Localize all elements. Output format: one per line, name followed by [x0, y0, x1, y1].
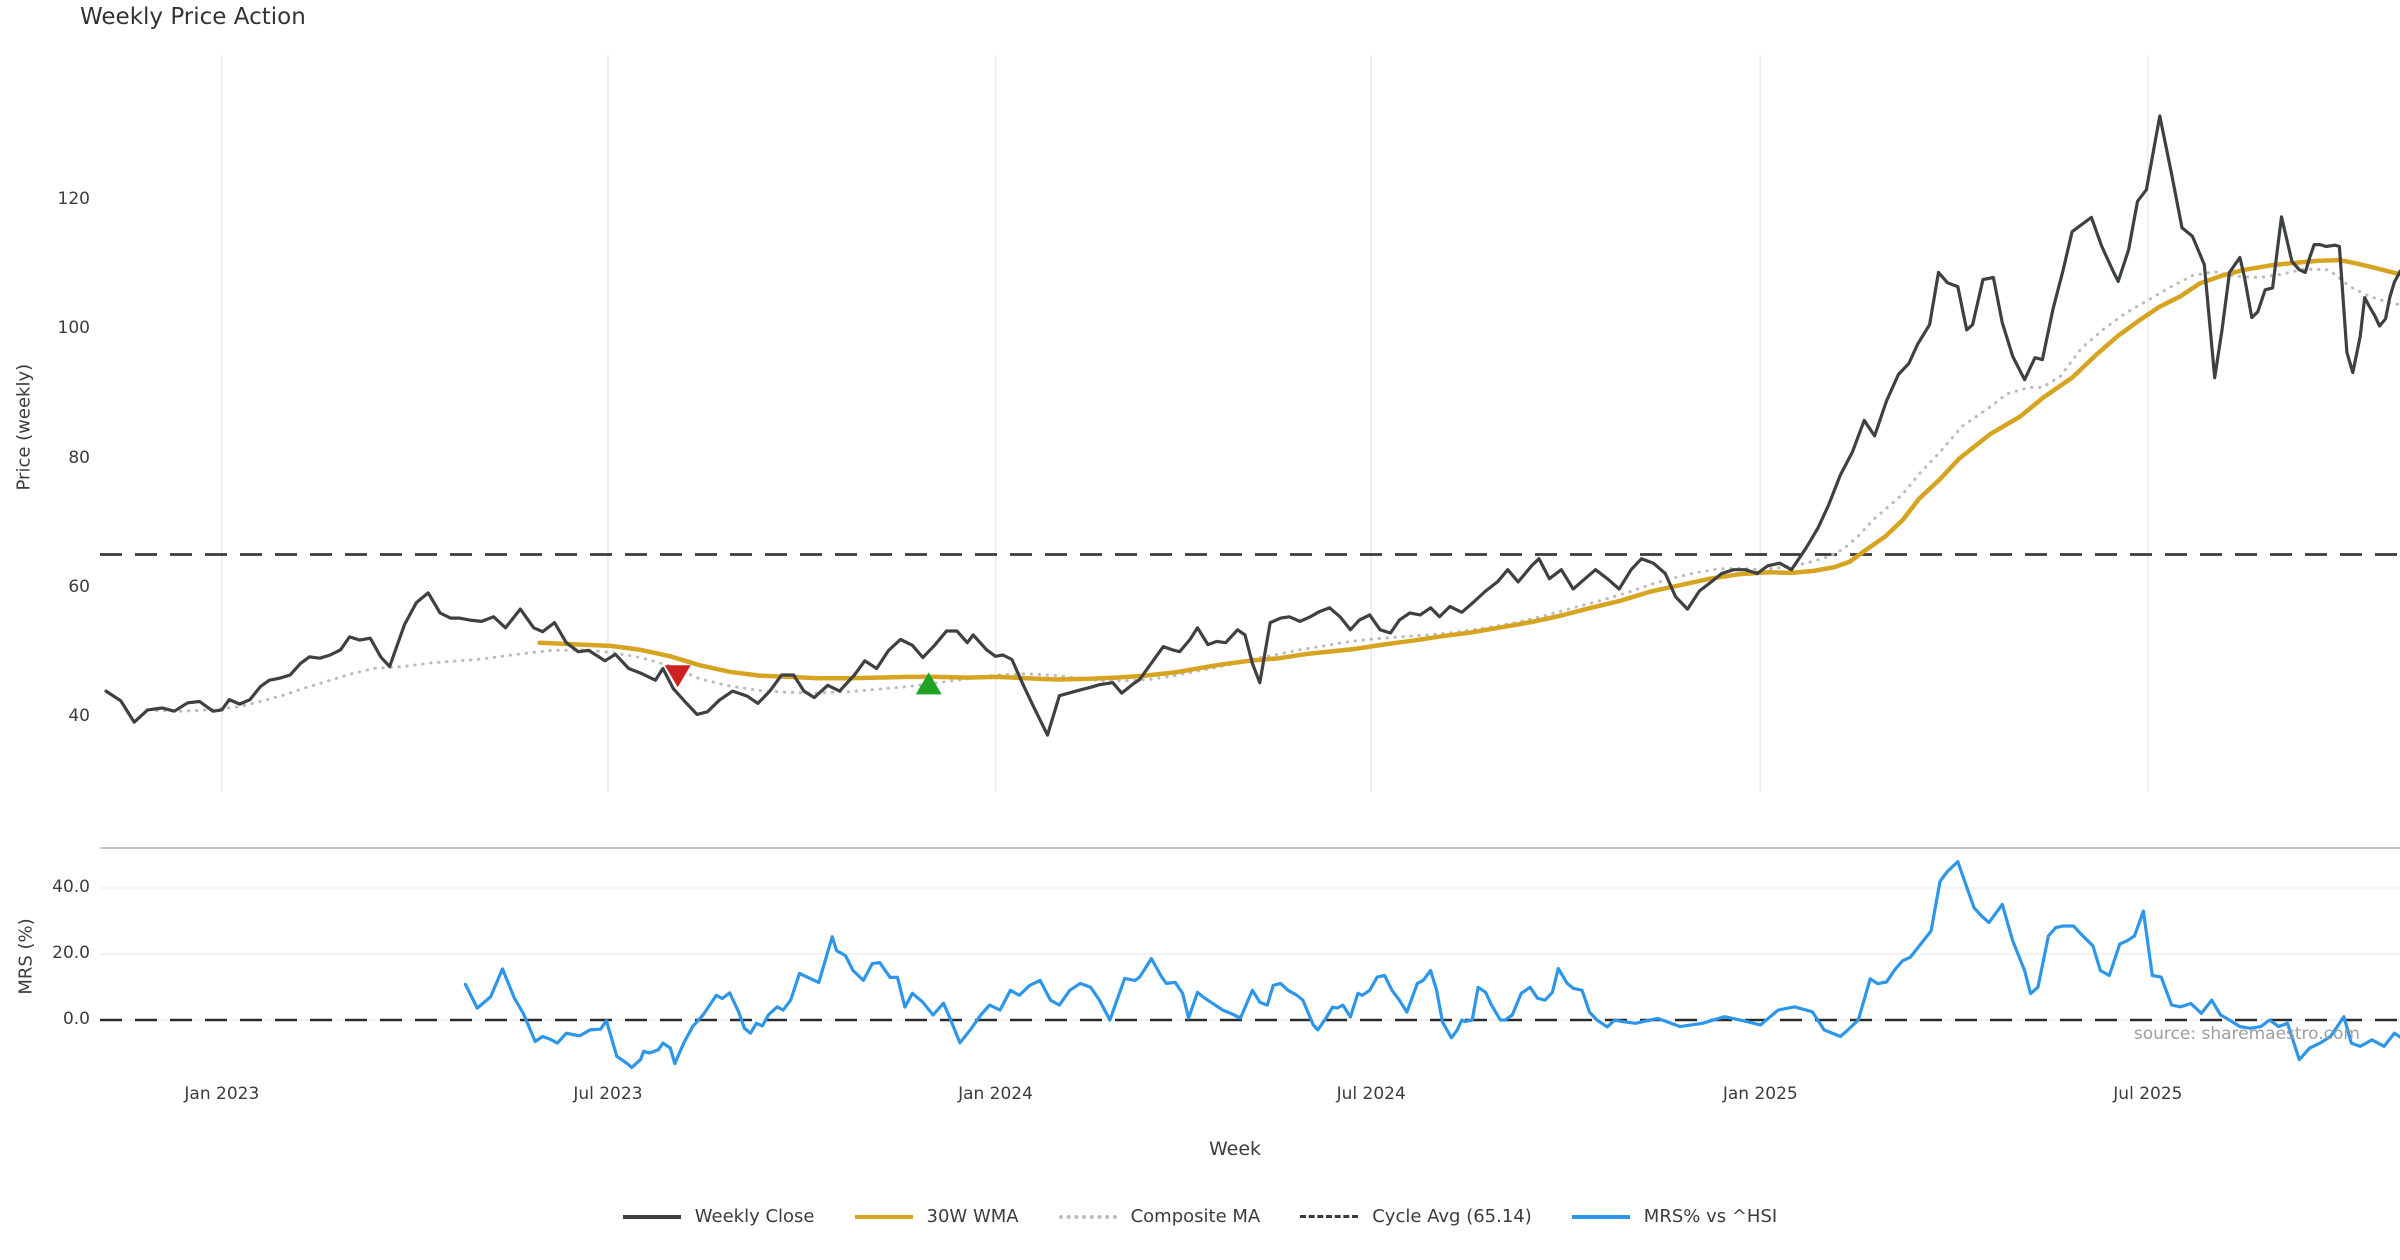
price-ytick-4: 120: [57, 189, 90, 209]
xtick-jan-2025: Jan 2025: [1722, 1084, 1798, 1104]
mrs-ytick-1: 20.0: [52, 943, 90, 963]
source-watermark: source: sharemaestro.com: [2133, 1024, 2360, 1044]
legend-item-composite-ma: Composite MA: [1058, 1206, 1261, 1227]
cycle-avg-line-icon: [1300, 1215, 1359, 1218]
xtick-jul-2025: Jul 2025: [2113, 1084, 2183, 1104]
legend-label-composite-ma: Composite MA: [1130, 1206, 1261, 1227]
weekly-close-line: [104, 114, 2400, 737]
price-axis-label: Price (weekly): [13, 363, 35, 491]
legend: Weekly Close 30W WMA Composite MA Cycle …: [0, 1206, 2400, 1227]
sell-signal-marker-icon: [664, 665, 691, 688]
x-axis-label: Week: [1208, 1138, 1262, 1160]
mrs-line: [463, 860, 2400, 1070]
price-ytick-3: 100: [57, 318, 90, 339]
xtick-jul-2024: Jul 2024: [1336, 1084, 1406, 1104]
price-ytick-0: 40: [68, 706, 90, 726]
buy-signal-marker-icon: [915, 672, 942, 695]
wma-line: [537, 257, 2400, 682]
legend-label-30w-wma: 30W WMA: [926, 1206, 1019, 1227]
legend-label-cycle-avg: Cycle Avg (65.14): [1372, 1206, 1532, 1227]
xtick-jul-2023: Jul 2023: [573, 1084, 643, 1104]
price-ytick-1: 60: [68, 576, 90, 597]
price-ytick-2: 80: [68, 447, 90, 468]
xtick-jan-2023: Jan 2023: [184, 1084, 260, 1104]
xtick-jan-2024: Jan 2024: [958, 1084, 1033, 1104]
mrs-ytick-2: 40.0: [52, 877, 90, 897]
legend-label-weekly-close: Weekly Close: [694, 1206, 815, 1227]
mrs-line-icon: [1571, 1214, 1630, 1219]
legend-item-weekly-close: Weekly Close: [622, 1206, 815, 1227]
legend-label-mrs: MRS% vs ^HSI: [1643, 1206, 1778, 1227]
wma-line-icon: [854, 1214, 913, 1219]
composite-ma-line: [155, 267, 2400, 713]
mrs-ytick-0: 0.0: [62, 1009, 90, 1029]
page-title: Weekly Price Action: [80, 4, 306, 30]
composite-ma-line-icon: [1058, 1214, 1117, 1219]
legend-item-mrs: MRS% vs ^HSI: [1571, 1206, 1778, 1227]
legend-item-30w-wma: 30W WMA: [854, 1206, 1019, 1227]
weekly-close-line-icon: [622, 1214, 681, 1219]
legend-item-cycle-avg: Cycle Avg (65.14): [1300, 1206, 1532, 1227]
